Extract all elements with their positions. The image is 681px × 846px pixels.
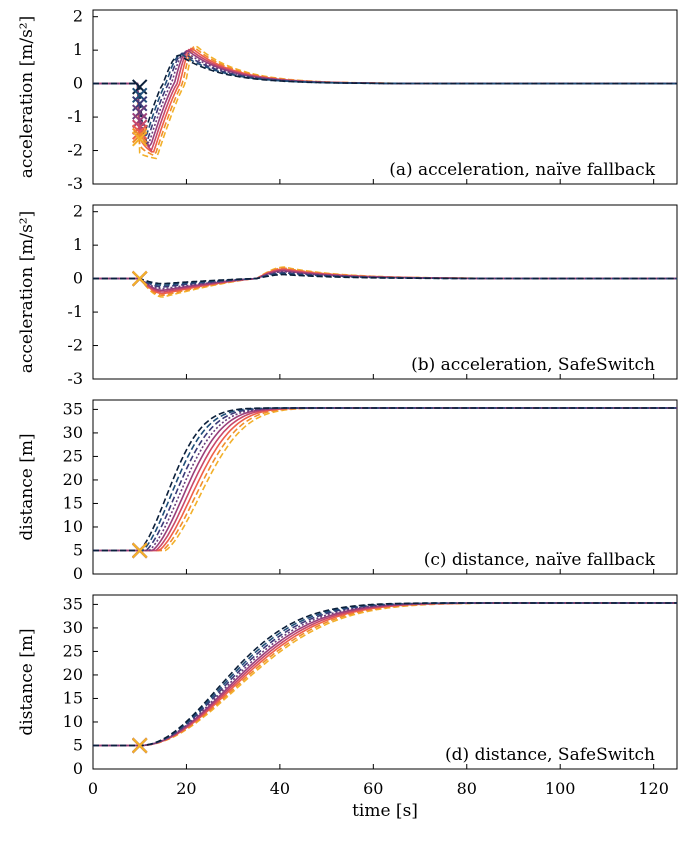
y-tick-label: 20	[63, 470, 83, 489]
series-line	[93, 50, 677, 148]
y-tick-label: 30	[63, 423, 83, 442]
panel-annotation: (c) distance, naïve fallback	[424, 550, 656, 570]
y-tick-label: 2	[73, 7, 83, 26]
panel-annotation: (d) distance, SafeSwitch	[445, 745, 655, 765]
y-tick-label: 10	[63, 712, 83, 731]
series-line	[93, 267, 677, 297]
y-tick-label: 0	[73, 759, 83, 778]
y-tick-label: 35	[63, 594, 83, 613]
y-tick-label: -2	[67, 336, 83, 355]
y-tick-label: 5	[73, 735, 83, 754]
series-line	[93, 407, 677, 552]
y-tick-label: -3	[67, 369, 83, 388]
x-tick-label: 60	[363, 779, 383, 798]
switch-marker	[132, 79, 148, 95]
y-tick-label: 5	[73, 540, 83, 559]
y-tick-label: 0	[73, 564, 83, 583]
series-line	[93, 271, 677, 290]
y-tick-label: -3	[67, 174, 83, 193]
panel-annotation: (a) acceleration, naïve fallback	[389, 160, 655, 180]
series-line	[93, 602, 677, 747]
plot-frame	[92, 204, 678, 380]
series-line	[93, 602, 677, 747]
plot-frame	[92, 594, 678, 770]
x-tick-label: 120	[638, 779, 669, 798]
series-line	[93, 48, 677, 152]
y-tick-label: 35	[63, 399, 83, 418]
x-tick-label: 40	[270, 779, 290, 798]
y-tick-label: -2	[67, 141, 83, 160]
series-line	[93, 602, 677, 747]
series-line	[93, 269, 677, 293]
y-tick-label: 15	[63, 688, 83, 707]
y-tick-label: 15	[63, 493, 83, 512]
series-line	[93, 602, 677, 747]
y-tick-label: 25	[63, 446, 83, 465]
panel-annotation: (b) acceleration, SafeSwitch	[411, 355, 655, 375]
chart-panel-c: 0 5 10 15 20 25 30 35 distance [m] (c) distance, …	[17, 399, 678, 583]
x-axis: 0 20 40 60 80 100 120 time [s]	[88, 779, 669, 821]
x-tick-label: 20	[176, 779, 196, 798]
y-tick-label: 1	[73, 40, 83, 59]
series-line	[93, 273, 677, 285]
plot-frame	[92, 399, 678, 575]
y-tick-label: -1	[67, 302, 83, 321]
y-tick-label: 2	[73, 202, 83, 221]
y-tick-label: 1	[73, 235, 83, 254]
series-line	[93, 602, 677, 747]
y-tick-label: 25	[63, 641, 83, 660]
switch-marker	[132, 270, 148, 287]
series-line	[93, 407, 677, 552]
series-line	[93, 272, 677, 287]
chart-panel-a: -3 -2 -1 0 1 2 acceleration [m/s²] (a) accelera…	[17, 7, 678, 193]
y-tick-label: -1	[67, 107, 83, 126]
series-line	[93, 271, 677, 288]
series-line	[93, 51, 677, 145]
series-line	[93, 407, 677, 552]
switch-marker	[132, 87, 148, 104]
x-axis-label: time [s]	[352, 801, 418, 821]
y-axis-label: acceleration [m/s²]	[17, 211, 37, 374]
y-tick-label: 0	[73, 269, 83, 288]
y-tick-label: 0	[73, 74, 83, 93]
series-line	[93, 407, 677, 552]
y-axis-label: acceleration [m/s²]	[17, 16, 37, 179]
series-line	[93, 407, 677, 552]
switch-marker	[132, 737, 148, 754]
y-tick-label: 20	[63, 665, 83, 684]
series-line	[93, 268, 677, 295]
y-tick-label: 30	[63, 618, 83, 637]
y-axis-label: distance [m]	[17, 628, 37, 735]
series-line	[93, 407, 677, 552]
switch-marker	[132, 127, 148, 144]
series-line	[93, 407, 677, 552]
y-tick-label: 10	[63, 517, 83, 536]
series-line	[93, 407, 677, 552]
x-tick-label: 80	[457, 779, 477, 798]
switch-marker	[132, 112, 148, 129]
switch-marker	[132, 542, 148, 559]
chart-panel-b: -3 -2 -1 0 1 2 acceleration [m/s²] (b) accelera…	[17, 202, 678, 388]
series-line	[93, 266, 677, 298]
series-line	[93, 407, 677, 552]
chart-panel-d: 0 5 10 15 20 25 30 35 distance [m] (d) distance, …	[17, 594, 678, 778]
series-line	[93, 54, 677, 138]
switch-marker	[132, 124, 148, 140]
series-line	[93, 602, 677, 747]
x-tick-label: 100	[545, 779, 576, 798]
series-line	[93, 602, 677, 747]
x-tick-label: 0	[88, 779, 98, 798]
switch-marker	[132, 131, 148, 147]
series-line	[93, 602, 677, 747]
series-line	[93, 53, 677, 138]
series-line	[93, 270, 677, 292]
plot-frame	[92, 9, 678, 185]
series-line	[93, 602, 677, 747]
y-axis-label: distance [m]	[17, 433, 37, 540]
